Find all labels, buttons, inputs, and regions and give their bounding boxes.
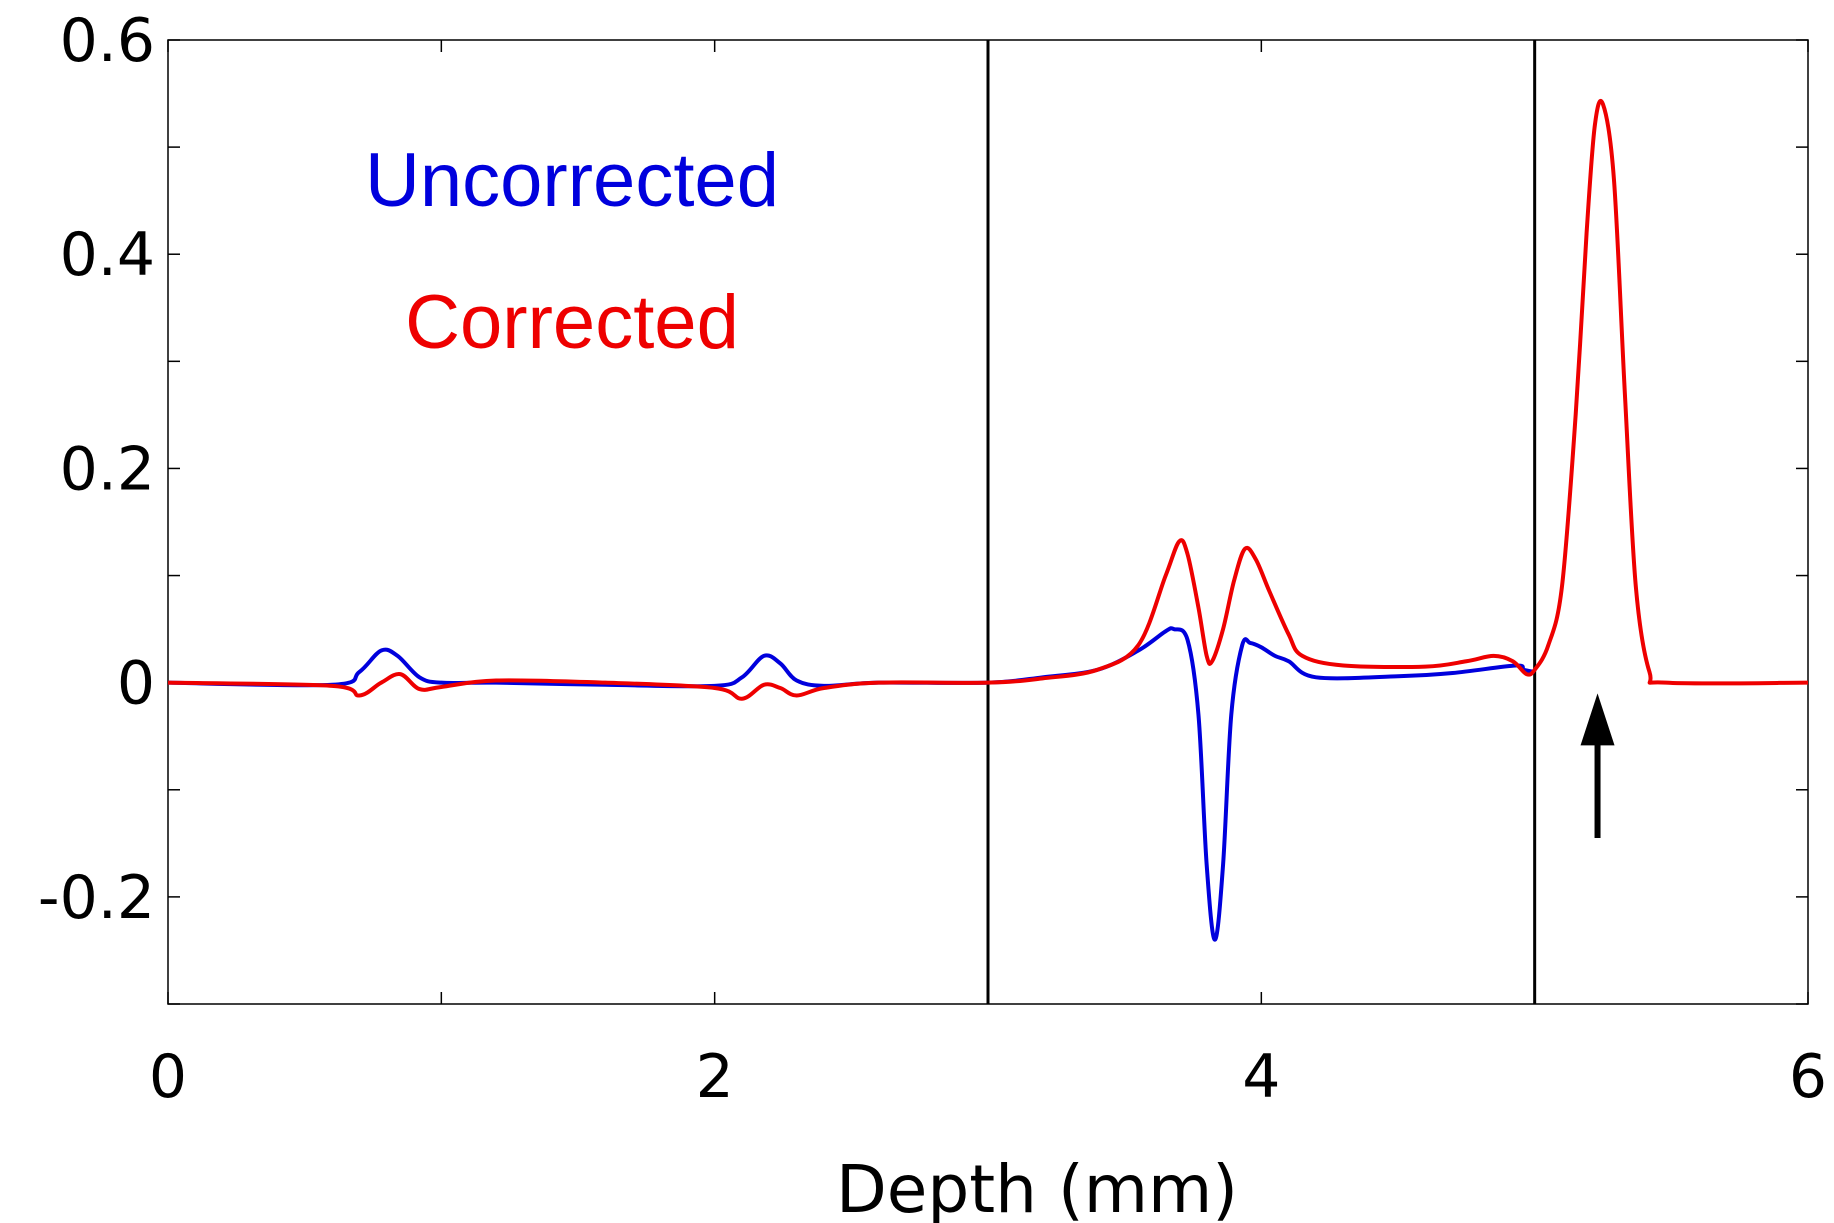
y-tick-label: -0.2 (38, 863, 155, 933)
y-tick-label: 0.4 (60, 220, 155, 290)
legend: Uncorrected Corrected (365, 138, 779, 365)
annotation-layer (1580, 693, 1615, 838)
series-line-corrected (167, 98, 1809, 701)
x-tick-labels: 0 2 4 6 (149, 1042, 1827, 1112)
y-tick-label: 0.6 (60, 6, 155, 76)
x-tick-label: 4 (1242, 1042, 1280, 1112)
series-layer (167, 98, 1809, 942)
x-tick-label: 2 (696, 1042, 734, 1112)
legend-label-corrected: Corrected (405, 280, 739, 365)
y-tick-label: 0.2 (60, 434, 155, 504)
vertical-reference-lines (986, 40, 1537, 1004)
series-line-uncorrected (167, 626, 1536, 942)
x-tick-label: 6 (1789, 1042, 1827, 1112)
y-tick-label: 0 (117, 649, 155, 719)
arrow-head (1580, 693, 1615, 746)
x-axis-label: Depth (mm) (836, 1151, 1238, 1223)
x-tick-label: 0 (149, 1042, 187, 1112)
legend-label-uncorrected: Uncorrected (365, 138, 779, 223)
y-tick-labels: -0.2 0 0.2 0.4 0.6 (38, 6, 155, 933)
